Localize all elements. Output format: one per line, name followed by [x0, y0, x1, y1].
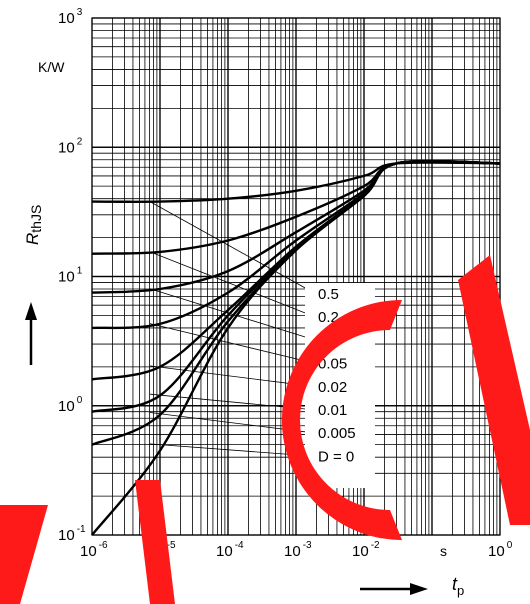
y-tick-label: 10 3	[58, 7, 83, 27]
legend-label: 0.05	[318, 356, 347, 373]
legend-label: 0.02	[318, 379, 347, 396]
legend-label: 0.01	[318, 402, 347, 419]
x-unit: s	[440, 543, 447, 559]
y-tick-label: 10 -1	[58, 524, 86, 544]
legend-label: D = 0	[318, 448, 354, 465]
watermark-h	[458, 255, 530, 525]
x-axis-arrow	[360, 583, 428, 595]
y-axis-label-sub: thJS	[28, 205, 44, 233]
x-axis-label-sub: p	[457, 583, 464, 598]
x-tick-label: 10 0	[488, 540, 513, 560]
watermark-stroke-2	[135, 480, 175, 604]
x-axis-label: tp	[452, 574, 464, 598]
x-axis-label-main: t	[452, 574, 458, 594]
y-axis-label: RthJS	[23, 205, 44, 245]
legend-label: 0.5	[318, 286, 339, 303]
watermark-c	[281, 299, 402, 540]
leader-line	[149, 251, 317, 318]
x-tick-label: 10 -3	[284, 540, 312, 560]
y-axis-label-main: R	[23, 233, 42, 245]
y-tick-label: 10 0	[58, 395, 83, 415]
legend-label: 0.005	[318, 425, 356, 442]
x-tick-label: 10 -2	[352, 540, 380, 560]
x-tick-label: 10 -4	[216, 540, 244, 560]
series-line-7	[91, 159, 501, 536]
plot-frame	[91, 17, 501, 536]
y-axis-arrow	[25, 302, 37, 365]
leader-line	[149, 201, 317, 295]
x-tick-label: 10 -6	[80, 540, 108, 560]
leader-line	[149, 323, 317, 364]
y-unit: K/W	[38, 59, 65, 75]
y-tick-label: 10 2	[58, 136, 83, 156]
watermark	[0, 255, 530, 604]
leader-line	[149, 288, 317, 341]
watermark-stroke-1	[0, 505, 48, 604]
y-tick-label: 10 1	[58, 266, 83, 286]
